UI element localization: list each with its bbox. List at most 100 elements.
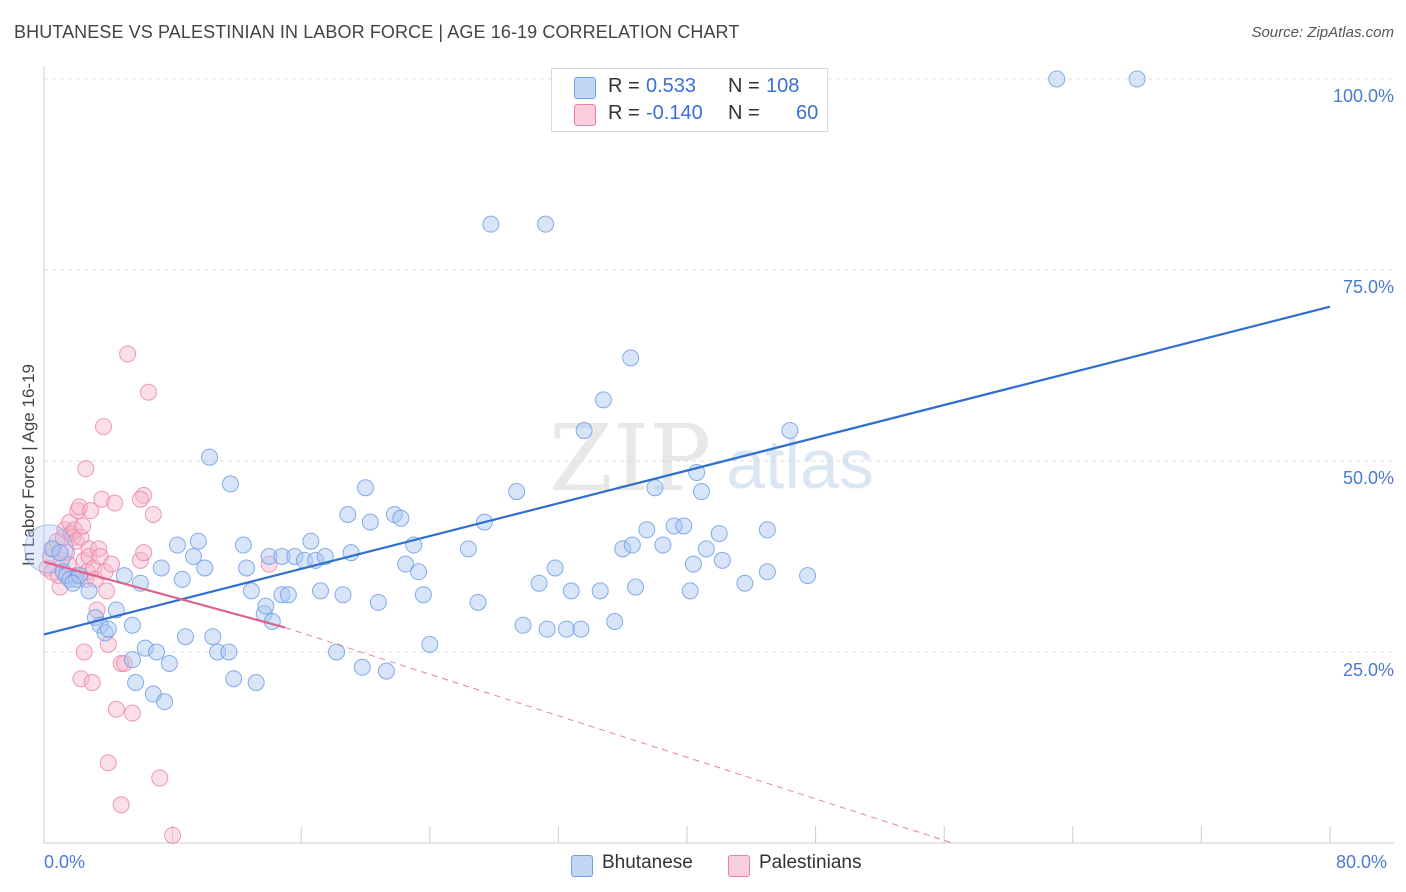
- bhutanese-point: [482, 215, 500, 233]
- bhutanese-point: [546, 559, 564, 577]
- bhutanese-point: [184, 548, 202, 565]
- bhutanese-point: [781, 421, 799, 439]
- bhutanese-point: [204, 628, 222, 646]
- bhutanese-point: [339, 505, 357, 523]
- bhutanese-point: [273, 548, 291, 565]
- legend-r-label: R =: [608, 102, 640, 124]
- bhutanese-point: [681, 582, 699, 600]
- palestinians-point: [151, 769, 169, 787]
- bhutanese-point: [562, 582, 580, 600]
- bhutanese-point: [334, 586, 352, 604]
- bhutanese-point: [136, 639, 154, 657]
- bhutanese-point: [148, 643, 166, 661]
- bhutanese-point: [201, 448, 219, 466]
- bottom-legend-swatch-blue: [571, 855, 593, 877]
- bhutanese-point: [622, 349, 640, 367]
- y-tick-50: 50.0%: [1342, 468, 1394, 488]
- palestinians-point: [112, 796, 130, 814]
- y-tick-25: 25.0%: [1342, 660, 1394, 680]
- bhutanese-point: [758, 563, 776, 581]
- bhutanese-point: [220, 643, 238, 661]
- bhutanese-point: [242, 582, 260, 600]
- palestinians-point: [83, 674, 101, 692]
- palestinians-point: [99, 754, 117, 772]
- bhutanese-point: [247, 674, 265, 692]
- bhutanese-point: [1128, 70, 1146, 88]
- bhutanese-point: [173, 570, 191, 588]
- palestinians-point: [115, 654, 133, 672]
- palestinians-point: [75, 643, 93, 661]
- bhutanese-point: [421, 635, 439, 653]
- bhutanese-point: [614, 540, 632, 558]
- legend-r-value: -0.140: [646, 102, 703, 124]
- palestinians-point: [74, 517, 92, 535]
- palestinians-point: [72, 670, 90, 688]
- bhutanese-point: [684, 555, 702, 573]
- bhutanese-point: [127, 674, 145, 692]
- palestinians-trendline: [43, 560, 286, 629]
- palestinians-point: [77, 460, 95, 478]
- palestinians-point: [98, 582, 116, 600]
- bhutanese-point: [606, 612, 624, 630]
- bhutanese-point: [302, 532, 320, 550]
- bhutanese-point: [357, 479, 374, 497]
- bhutanese-point: [377, 662, 395, 680]
- bhutanese-point: [160, 654, 178, 672]
- trendlines: [43, 305, 1331, 844]
- bhutanese-point: [286, 548, 304, 565]
- bhutanese-point: [189, 532, 207, 550]
- legend-n-label: N =: [728, 102, 760, 124]
- bhutanese-point: [1048, 70, 1066, 88]
- bhutanese-point: [594, 391, 612, 409]
- bhutanese-point: [238, 559, 256, 577]
- bhutanese-point: [225, 670, 243, 688]
- palestinians-points: [38, 345, 278, 844]
- bhutanese-point: [279, 586, 297, 604]
- palestinians-point: [93, 490, 111, 508]
- bhutanese-point: [758, 521, 776, 539]
- bhutanese-point: [156, 693, 174, 711]
- bhutanese-point: [692, 483, 710, 501]
- legend-r-label: R =: [608, 75, 640, 97]
- legend-swatch-pink: [574, 104, 596, 126]
- legend-r-value: 0.533: [646, 75, 697, 97]
- bhutanese-point: [273, 586, 291, 604]
- bhutanese-point: [51, 544, 69, 562]
- bhutanese-point: [43, 540, 61, 558]
- bhutanese-point: [221, 475, 239, 493]
- bhutanese-point: [152, 559, 170, 577]
- bhutanese-points: [24, 70, 1146, 711]
- y-tick-75: 75.0%: [1342, 277, 1394, 297]
- source-label: Source: ZipAtlas.com: [1251, 24, 1394, 41]
- palestinians-point: [103, 555, 121, 573]
- bhutanese-point: [575, 421, 593, 439]
- palestinians-point: [106, 494, 124, 512]
- watermark-atlas: atlas: [726, 425, 874, 503]
- bhutanese-trendline: [43, 305, 1331, 636]
- bhutanese-point: [397, 555, 415, 573]
- bhutanese-point: [537, 215, 555, 233]
- bhutanese-point: [392, 509, 410, 527]
- bhutanese-point: [176, 628, 194, 646]
- bhutanese-point: [654, 536, 672, 554]
- bhutanese-point: [369, 593, 387, 611]
- bhutanese-point: [353, 658, 371, 676]
- bhutanese-point: [538, 620, 556, 638]
- palestinians-point: [70, 498, 88, 516]
- bhutanese-point: [697, 540, 715, 558]
- bhutanese-point: [316, 548, 334, 565]
- palestinians-point: [123, 704, 141, 722]
- palestinians-point: [144, 505, 162, 523]
- bhutanese-point: [557, 620, 575, 638]
- palestinians-point: [131, 490, 149, 508]
- palestinians-point: [94, 418, 112, 436]
- palestinians-point: [139, 383, 157, 401]
- bhutanese-point: [799, 567, 817, 585]
- x-tick-0: 0.0%: [44, 852, 86, 872]
- bhutanese-point: [168, 536, 186, 554]
- y-tick-100: 100.0%: [1332, 86, 1394, 106]
- bhutanese-point: [414, 586, 432, 604]
- watermark: ZIP atlas: [549, 405, 874, 512]
- palestinians-point: [164, 826, 182, 844]
- chart-title: BHUTANESE VS PALESTINIAN IN LABOR FORCE …: [14, 22, 740, 42]
